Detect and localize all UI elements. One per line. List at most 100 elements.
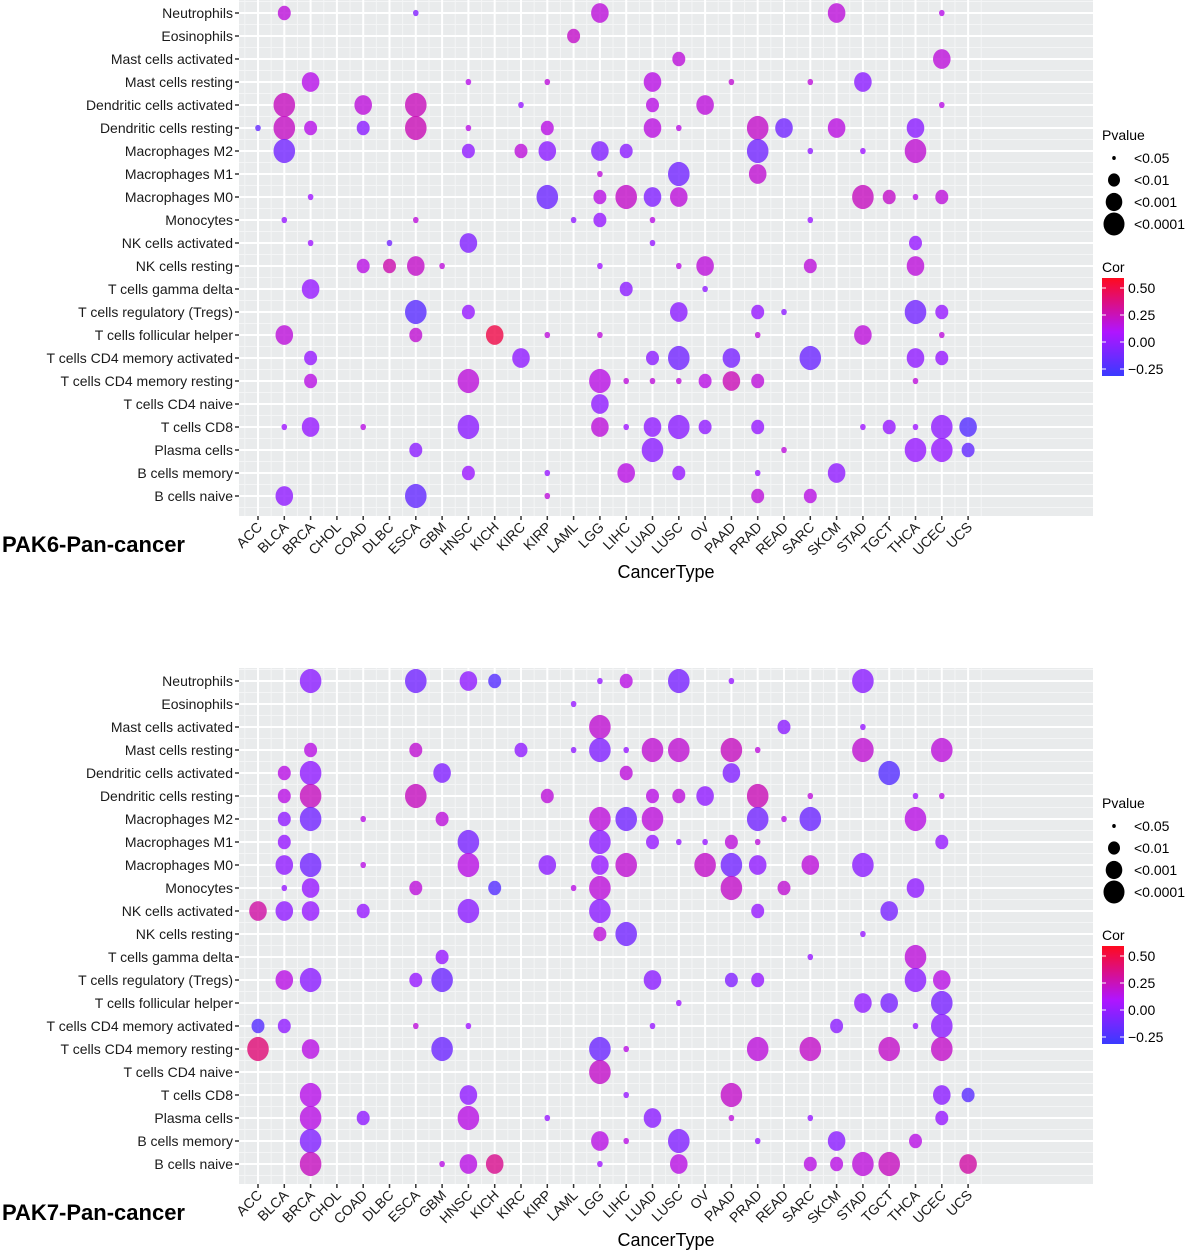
y-tick-label: NK cells activated — [122, 235, 233, 251]
bubble-point — [591, 141, 609, 161]
bubble-point — [748, 855, 767, 875]
bubble-point — [751, 488, 765, 504]
bubble-point — [360, 423, 367, 431]
bubble-point — [935, 834, 949, 850]
bubble-point — [696, 256, 714, 276]
bubble-point — [646, 350, 659, 366]
bubble-point — [538, 855, 557, 875]
bubble-point — [488, 880, 502, 896]
panel-title: PAK6-Pan-cancer — [2, 532, 185, 557]
bubble-point — [799, 1036, 822, 1062]
bubble-point — [623, 1137, 629, 1145]
bubble-point — [409, 742, 423, 758]
bubble-point — [360, 861, 367, 869]
bubble-point — [623, 423, 629, 431]
pvalue-legend-key — [1103, 212, 1125, 236]
bubble-point — [860, 147, 866, 155]
bubble-point — [540, 120, 554, 136]
bubble-point — [459, 1085, 478, 1105]
bubble-point — [672, 788, 686, 804]
bubble-point — [672, 465, 686, 481]
y-tick-label: Neutrophils — [162, 673, 233, 689]
bubble-point — [912, 1022, 919, 1030]
bubble-point — [670, 187, 688, 207]
bubble-point — [777, 719, 791, 735]
bubble-point — [356, 258, 370, 274]
bubble-point — [299, 1128, 322, 1154]
bubble-point — [457, 852, 480, 878]
bubble-point — [641, 737, 664, 763]
bubble-point — [959, 1154, 977, 1174]
bubble-point — [413, 216, 419, 224]
bubble-point — [307, 193, 314, 201]
bubble-point — [275, 486, 294, 506]
bubble-point — [668, 414, 690, 440]
bubble-point — [935, 189, 949, 205]
bubble-point — [860, 723, 866, 731]
bubble-point — [461, 465, 475, 481]
bubble-point — [746, 115, 769, 141]
bubble-point — [909, 1133, 922, 1149]
bubble-point — [589, 368, 611, 394]
bubble-point — [777, 880, 791, 896]
bubble-point — [591, 394, 609, 414]
bubble-point — [299, 806, 322, 832]
bubble-point — [724, 972, 738, 988]
bubble-point — [431, 1036, 453, 1062]
bubble-point — [461, 304, 475, 320]
bubble-point — [589, 714, 611, 740]
bubble-point — [544, 469, 551, 477]
bubble-point — [593, 189, 607, 205]
bubble-point — [301, 1039, 320, 1059]
bubble-point — [931, 990, 953, 1016]
bubble-point — [383, 258, 396, 274]
x-tick-label: UCS — [943, 1187, 975, 1219]
bubble-point — [668, 345, 690, 371]
bubble-point — [275, 855, 294, 875]
bubble-point — [878, 1036, 900, 1062]
bubble-point — [439, 262, 445, 270]
bubble-point — [751, 304, 765, 320]
cor-colorbar — [1102, 278, 1124, 376]
bubble-point — [641, 437, 664, 463]
pvalue-legend-label: <0.001 — [1134, 862, 1177, 878]
bubble-point — [906, 118, 925, 138]
bubble-point — [275, 970, 294, 990]
bubble-point — [935, 350, 949, 366]
bubble-point — [676, 124, 682, 132]
bubble-point — [880, 901, 898, 921]
pvalue-legend-key — [1112, 156, 1116, 160]
bubble-point — [751, 373, 765, 389]
bubble-point — [643, 187, 662, 207]
bubble-point — [803, 258, 817, 274]
bubble-point — [589, 806, 611, 832]
bubble-point — [570, 700, 577, 708]
bubble-point — [409, 880, 423, 896]
bubble-point — [277, 1018, 291, 1034]
bubble-point — [649, 216, 656, 224]
bubble-point — [459, 1154, 478, 1174]
y-tick-label: T cells gamma delta — [108, 281, 233, 297]
bubble-point — [299, 1151, 322, 1177]
y-tick-label: NK cells resting — [136, 926, 233, 942]
x-tick-label: LAML — [544, 519, 581, 556]
cor-legend-label: −0.25 — [1128, 361, 1164, 377]
bubble-point — [649, 377, 656, 385]
bubble-point — [386, 239, 393, 247]
bubble-point — [754, 331, 761, 339]
bubble-point — [854, 72, 872, 92]
bubble-point — [720, 852, 743, 878]
bubble-point — [852, 737, 874, 763]
bubble-point — [641, 806, 664, 832]
bubble-point — [570, 216, 577, 224]
x-tick-label: LAML — [544, 1187, 581, 1224]
bubble-point — [299, 1082, 322, 1108]
bubble-point — [724, 834, 738, 850]
bubble-point — [488, 673, 502, 689]
bubble-point — [939, 331, 945, 339]
y-tick-label: T cells CD8 — [161, 419, 233, 435]
bubble-point — [803, 488, 817, 504]
bubble-point — [273, 92, 296, 118]
